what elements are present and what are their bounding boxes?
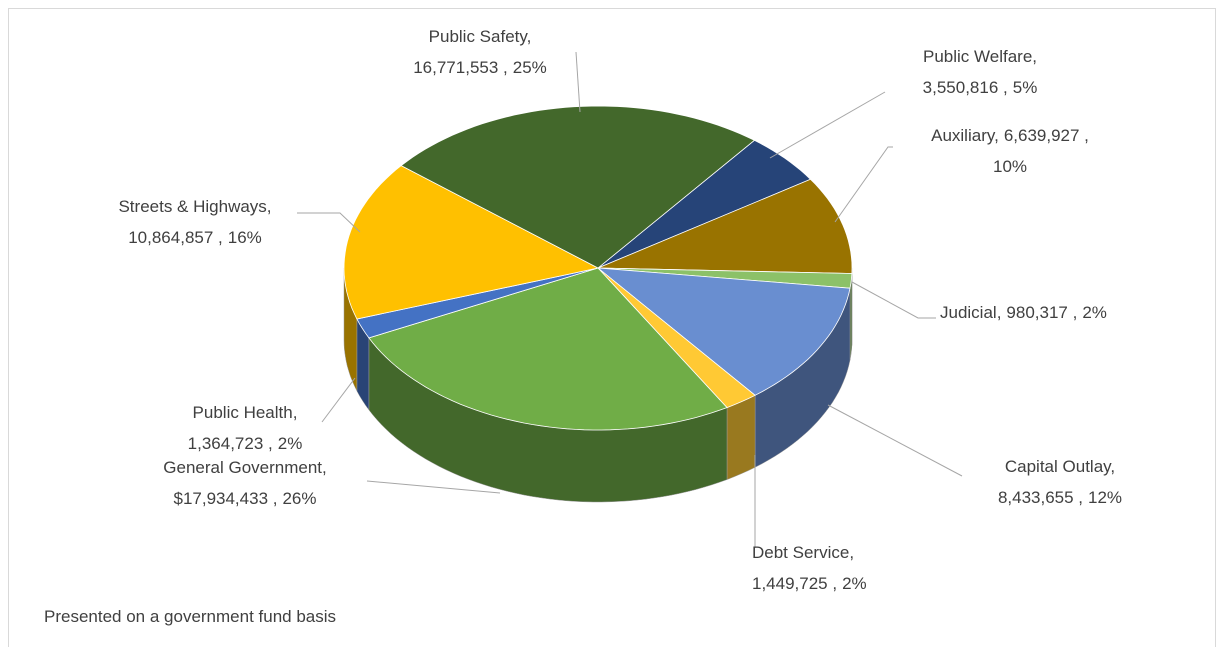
data-label: Streets & Highways, 10,864,857 , 16%: [118, 197, 271, 247]
label-value: 8,433,655 ,: [998, 488, 1083, 507]
leader-line: [297, 212, 361, 233]
label-value: 16,771,553 ,: [413, 58, 508, 77]
label-category: Capital Outlay,: [1005, 457, 1115, 476]
label-category: Public Health,: [193, 403, 298, 422]
data-label: Public Safety, 16,771,553 , 25%: [413, 27, 547, 77]
data-label: Public Health, 1,364,723 , 2%: [188, 403, 303, 453]
label-category: Auxiliary,: [931, 126, 999, 145]
data-label: General Government, $17,934,433 , 26%: [163, 458, 326, 508]
label-value: 6,639,927 ,: [1004, 126, 1089, 145]
label-value: 10,864,857 ,: [128, 228, 223, 247]
slice-side: [726, 394, 756, 480]
leader-line: [769, 91, 886, 159]
label-value: 980,317 ,: [1006, 303, 1077, 322]
label-percent: 2%: [1082, 303, 1107, 322]
data-label: Capital Outlay, 8,433,655 , 12%: [998, 457, 1122, 507]
label-percent: 2%: [278, 434, 303, 453]
slice: [596, 267, 851, 396]
label-percent: 12%: [1088, 488, 1122, 507]
slice: [400, 105, 756, 269]
pie-tops: [343, 105, 853, 431]
leader-line: [851, 281, 936, 319]
label-percent: 26%: [282, 489, 316, 508]
slice: [368, 267, 728, 431]
label-category: Streets & Highways,: [118, 197, 271, 216]
slice: [343, 165, 600, 320]
data-label: Judicial, 980,317 , 2%: [940, 303, 1107, 322]
data-label: Public Welfare, 3,550,816 , 5%: [923, 47, 1038, 97]
pie-sides: [343, 267, 853, 503]
label-category: Public Welfare,: [923, 47, 1037, 66]
slice: [597, 178, 853, 274]
data-labels: Public Welfare, 3,550,816 , 5% Auxiliary, 6,…: [118, 27, 1122, 593]
slice: [597, 139, 812, 269]
label-category: Public Safety,: [429, 27, 532, 46]
label-value: $17,934,433 ,: [173, 489, 277, 508]
label-value: 1,364,723 ,: [188, 434, 273, 453]
label-category: Judicial,: [940, 303, 1001, 322]
leader-line: [575, 51, 581, 113]
footnote: Presented on a government fund basis: [44, 607, 336, 626]
data-label: Auxiliary, 6,639,927 , 10%: [931, 126, 1089, 176]
label-percent: 5%: [1013, 78, 1038, 97]
label-value: 3,550,816 ,: [923, 78, 1008, 97]
label-percent: 16%: [228, 228, 262, 247]
leader-line: [834, 146, 893, 223]
leader-line: [366, 480, 501, 494]
label-percent: 25%: [513, 58, 547, 77]
label-percent: 10%: [993, 157, 1027, 176]
label-category: Debt Service,: [752, 543, 854, 562]
label-category: General Government,: [163, 458, 326, 477]
leader-line: [827, 404, 963, 477]
label-percent: 2%: [842, 574, 867, 593]
leader-line: [321, 377, 356, 423]
label-value: 1,449,725 ,: [752, 574, 837, 593]
data-label: Debt Service, 1,449,725 , 2%: [752, 543, 867, 593]
